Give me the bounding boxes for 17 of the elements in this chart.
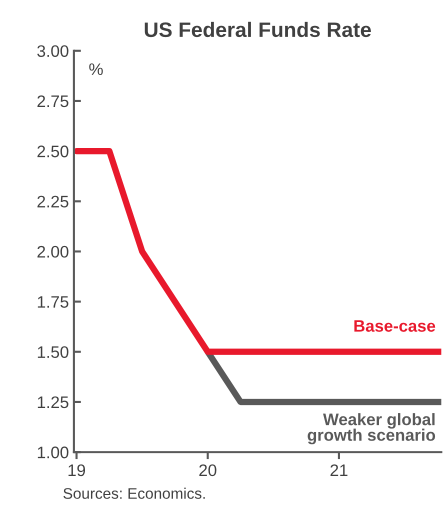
y-tick-label: 2.00	[37, 246, 68, 258]
x-tick-label: 19	[68, 464, 86, 476]
x-tick-label: 20	[199, 464, 216, 476]
x-tick-label: 21	[330, 464, 348, 476]
y-tick-label: 2.50	[37, 146, 68, 158]
y-tick-label: 2.25	[37, 196, 68, 208]
series-label: Weaker global growth scenario	[308, 413, 436, 444]
y-axis-title: %	[89, 63, 103, 76]
y-tick-label: 1.75	[38, 296, 68, 308]
series-label: Base-case	[354, 320, 436, 332]
y-tick-label: 1.50	[38, 346, 68, 358]
y-tick-label: 2.75	[37, 95, 68, 108]
y-tick-label: 1.25	[38, 396, 68, 408]
chart-title: US Federal Funds Rate	[144, 22, 371, 38]
y-tick-label: 3.00	[37, 45, 68, 58]
y-tick-label: 1.00	[38, 446, 68, 458]
source-note: Sources: Economics.	[63, 488, 205, 499]
